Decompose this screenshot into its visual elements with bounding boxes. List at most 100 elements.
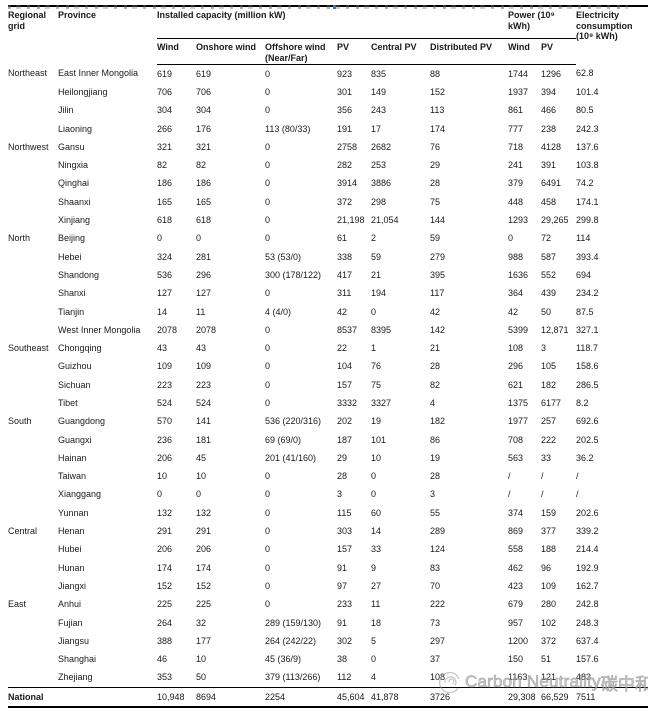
cell-electricity-consumption: 299.8 [576, 215, 599, 226]
cell-electricity-consumption: 36.2 [576, 452, 594, 463]
cell-power-pv: 394 [541, 86, 557, 97]
cell-pv: 923 [337, 68, 353, 79]
cell-power-pv: 587 [541, 251, 557, 262]
cell-electricity-consumption: 162.7 [576, 580, 599, 591]
national-cell-power-wind: 29,308 [508, 687, 541, 709]
table-row: North Beijing 0 0 0 61 2 59 0 72 114 [8, 230, 648, 248]
cell-power-pv: 96 [541, 562, 552, 573]
cell-distributed-pv: 124 [430, 544, 446, 555]
cell-electricity-consumption: 202.6 [576, 507, 599, 518]
cell-power-wind: 869 [508, 526, 524, 537]
cell-electricity-consumption: 694 [576, 269, 592, 280]
cell-offshore-wind: 289 (159/130) [265, 617, 322, 628]
cell-wind: 46 [157, 654, 168, 665]
cell-wind: 14 [157, 306, 168, 317]
table-row: Southeast Chongqing 43 43 0 22 1 21 108 3 118.7 [8, 339, 648, 357]
cell-offshore-wind: 69 (69/0) [265, 434, 302, 445]
cell-power-wind: 1200 [508, 635, 529, 646]
cell-wind: 324 [157, 251, 173, 262]
cell-pv: 42 [337, 306, 348, 317]
col-header-distributed-pv: Distributed PV [430, 38, 508, 65]
cell-power-wind: 0 [508, 233, 514, 244]
cell-power-wind: 1977 [508, 416, 529, 427]
cell-onshore-wind: 132 [196, 507, 212, 518]
cell-distributed-pv: 28 [430, 361, 441, 372]
cell-power-pv: 3 [541, 343, 547, 354]
cell-wind: 43 [157, 343, 168, 354]
cell-offshore-wind: 0 [265, 397, 271, 408]
col-header-regional-grid: Regional grid [8, 10, 47, 31]
table-row: South Guangdong 570 141 536 (220/316) 202 19 18… [8, 413, 648, 431]
table-header: Regional grid Province Installed capacit… [8, 6, 648, 65]
cell-distributed-pv: 3 [430, 489, 436, 500]
col-header-wind: Wind [157, 38, 196, 65]
cell-power-pv: 6491 [541, 178, 562, 189]
cell-pv: 29 [337, 452, 348, 463]
cell-offshore-wind: 0 [265, 178, 271, 189]
cell-power-wind: 379 [508, 178, 524, 189]
cell-wind: 618 [157, 215, 173, 226]
cell-central-pv: 17 [371, 123, 382, 134]
table-row: Jiangsu 388 177 264 (242/22) 302 5 297 1200 372 6… [8, 632, 648, 650]
table-row: Guizhou 109 109 0 104 76 28 296 105 158.6 [8, 358, 648, 376]
table-row: Heilongjiang 706 706 0 301 149 152 1937 394 101.4 [8, 83, 648, 101]
table-row: Shanxi 127 127 0 311 194 117 364 439 234.2 [8, 285, 648, 303]
cell-electricity-consumption: 80.5 [576, 105, 594, 116]
cell-central-pv: 9 [371, 562, 377, 573]
cell-province: Shaanxi [58, 196, 91, 207]
cell-distributed-pv: 86 [430, 434, 441, 445]
cell-region [8, 193, 58, 211]
cell-power-pv: 121 [541, 672, 557, 683]
table-row: Hubei 206 206 0 157 33 124 558 188 214.4 [8, 541, 648, 559]
cell-province: Zhejiang [58, 672, 93, 683]
table-row: Shanghai 46 10 45 (36/9) 38 0 37 150 51 157.6 [8, 651, 648, 669]
cell-power-pv: 439 [541, 288, 557, 299]
cell-offshore-wind: 0 [265, 324, 271, 335]
cell-distributed-pv: 82 [430, 379, 441, 390]
cell-distributed-pv: 289 [430, 526, 446, 537]
table-row: Northwest Gansu 321 321 0 2758 2682 76 718 4128 13… [8, 138, 648, 156]
cell-power-pv: 159 [541, 507, 557, 518]
table-row: Guangxi 236 181 69 (69/0) 187 101 86 708 222 202.… [8, 431, 648, 449]
cell-region [8, 669, 58, 688]
cell-electricity-consumption: 101.4 [576, 86, 599, 97]
cell-offshore-wind: 113 (80/33) [265, 123, 311, 134]
national-cell-pv: 45,604 [337, 687, 371, 709]
cell-pv: 338 [337, 251, 353, 262]
cell-power-pv: 552 [541, 269, 557, 280]
cell-wind: 223 [157, 379, 173, 390]
cell-power-pv: 50 [541, 306, 552, 317]
cell-onshore-wind: 706 [196, 86, 212, 97]
cell-wind: 0 [157, 233, 163, 244]
cell-power-pv: 372 [541, 635, 557, 646]
cell-region [8, 632, 58, 650]
cell-electricity-consumption: 214.4 [576, 544, 599, 555]
cell-wind: 0 [157, 489, 163, 500]
cell-power-wind: 1744 [508, 68, 529, 79]
cell-electricity-consumption: 8.2 [576, 397, 589, 408]
cell-offshore-wind: 300 (178/122) [265, 269, 322, 280]
cell-region [8, 321, 58, 339]
cell-distributed-pv: 29 [430, 160, 441, 171]
cell-wind: 109 [157, 361, 173, 372]
cell-power-pv: 105 [541, 361, 557, 372]
cell-onshore-wind: 2078 [196, 324, 217, 335]
cell-electricity-consumption: 192.9 [576, 562, 599, 573]
cell-onshore-wind: 141 [196, 416, 212, 427]
national-cell-onshore-wind: 8694 [196, 687, 265, 709]
cell-distributed-pv: 279 [430, 251, 446, 262]
cell-distributed-pv: 42 [430, 306, 441, 317]
national-cell-distributed-pv: 3726 [430, 687, 508, 709]
cell-pv: 157 [337, 379, 353, 390]
cell-wind: 570 [157, 416, 173, 427]
cell-distributed-pv: 182 [430, 416, 446, 427]
cell-electricity-consumption: 118.7 [576, 343, 598, 354]
cell-central-pv: 0 [371, 471, 377, 482]
cell-offshore-wind: 53 (53/0) [265, 251, 302, 262]
cell-province: Hainan [58, 452, 87, 463]
cell-region: Northeast [8, 68, 48, 79]
cell-wind: 524 [157, 397, 173, 408]
cell-electricity-consumption: 286.5 [576, 379, 599, 390]
cell-province: Jiangsu [58, 635, 90, 646]
table-row: West Inner Mongolia 2078 2078 0 8537 8395 142 5… [8, 321, 648, 339]
